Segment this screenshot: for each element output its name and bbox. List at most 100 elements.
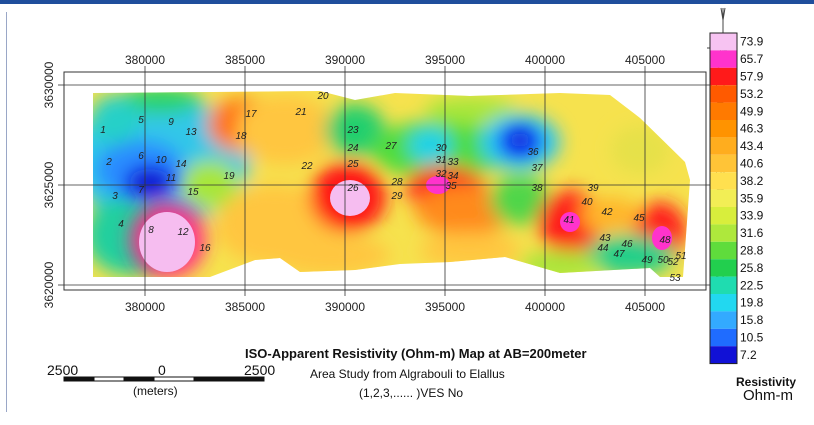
ves-label: 50: [657, 255, 669, 266]
ves-label: 17: [245, 109, 257, 120]
x-axis-bottom-labels: 380000 385000 390000 395000 400000 405000: [125, 300, 665, 314]
ves-label: 34: [447, 171, 459, 182]
ves-label: 33: [447, 157, 459, 168]
legend-value: 57.9: [740, 70, 764, 84]
y-axis-left-labels: 3630000 3625000 3620000: [42, 61, 56, 308]
legend-swatch: [710, 328, 737, 347]
legend-value: 19.8: [740, 296, 764, 310]
ves-label: 11: [166, 173, 176, 184]
x-tick-label-top: 380000: [125, 53, 165, 67]
ves-label: 18: [235, 131, 247, 142]
x-tick-label-bottom: 405000: [625, 300, 665, 314]
legend-swatch: [710, 207, 737, 225]
x-tick-label-bottom: 385000: [225, 300, 265, 314]
x-tick-label-top: 395000: [425, 53, 465, 67]
ves-label: 52: [667, 257, 679, 268]
max-resistivity-core-central: [330, 180, 370, 216]
x-tick-label-top: 390000: [325, 53, 365, 67]
legend-value: 65.7: [740, 52, 764, 66]
ves-label: 24: [346, 143, 359, 154]
ves-label: 46: [621, 239, 633, 250]
ves-label: 19: [223, 171, 235, 182]
x-tick-label-bottom: 400000: [525, 300, 565, 314]
legend-swatch: [710, 85, 737, 103]
y-tick-label-left: 3620000: [42, 261, 56, 308]
ves-label: 53: [669, 273, 681, 284]
ves-label: 36: [527, 147, 539, 158]
legend-value: 7.2: [740, 348, 757, 362]
legend-swatch: [710, 172, 737, 190]
ves-label: 41: [563, 215, 574, 226]
legend-swatch: [710, 241, 737, 260]
legend-value: 28.8: [740, 244, 764, 258]
ves-label: 10: [155, 155, 167, 166]
ves-label: 37: [531, 163, 543, 174]
resistivity-surface: [93, 91, 690, 277]
top-border: [0, 0, 814, 4]
ves-label: 51: [675, 251, 686, 262]
y-tick-label-left: 3625000: [42, 161, 56, 208]
legend-value: 43.4: [740, 139, 764, 153]
legend-value: 10.5: [740, 331, 764, 345]
legend-value: 15.8: [740, 313, 764, 327]
legend-swatch: [710, 294, 737, 312]
ves-label: 20: [316, 91, 329, 102]
ves-label: 40: [581, 197, 593, 208]
legend-swatch: [710, 67, 737, 86]
ves-label: 32: [435, 169, 447, 180]
y-tick-label-left: 3630000: [42, 61, 56, 108]
x-tick-label-top: 400000: [525, 53, 565, 67]
ves-label: 1: [100, 125, 106, 136]
ves-label: 3: [112, 191, 118, 202]
ves-label: 5: [138, 115, 144, 126]
legend-swatch: [710, 137, 737, 155]
color-legend: 73.9 65.7 57.9 53.2 49.9 46.3 43.4 40.6 38.2 35.9…: [709, 32, 764, 365]
legend-swatch: [710, 50, 737, 68]
legend-units: Ohm-m: [743, 387, 793, 404]
ves-label: 16: [199, 243, 211, 254]
ves-label: 49: [641, 255, 653, 266]
x-tick-label-bottom: 380000: [125, 300, 165, 314]
legend-swatch: [710, 311, 737, 329]
legend-value: 35.9: [740, 191, 764, 205]
legend-swatch: [710, 33, 737, 51]
ves-label: 45: [633, 213, 645, 224]
legend-swatch: [710, 154, 737, 173]
map-title: ISO-Apparent Resistivity (Ohm-m) Map at …: [245, 346, 587, 361]
ves-label: 25: [346, 159, 359, 170]
legend-swatch: [710, 276, 737, 294]
ves-note: (1,2,3,...... )VES No: [359, 386, 464, 400]
legend-value: 73.9: [740, 35, 764, 49]
ves-label: 15: [187, 187, 199, 198]
legend-value: 49.9: [740, 104, 764, 118]
ves-point-labels: 1234567891011121314151617181920212223242…: [100, 91, 686, 284]
ves-label: 8: [148, 225, 154, 236]
ves-label: 13: [185, 127, 197, 138]
ves-label: 44: [597, 243, 609, 254]
ves-label: 26: [346, 183, 359, 194]
ves-label: 7: [138, 185, 144, 196]
x-axis-top-labels: 380000 385000 390000 395000 400000 405000: [125, 53, 665, 67]
ves-label: 22: [300, 161, 313, 172]
ves-label: 28: [390, 177, 403, 188]
scale-middle-label: 0: [158, 362, 166, 378]
scale-right-label: 2500: [244, 362, 276, 378]
ves-label: 29: [390, 191, 403, 202]
legend-title: Resistivity: [736, 375, 797, 389]
x-tick-label-top: 385000: [225, 53, 265, 67]
max-resistivity-core-west: [139, 212, 195, 272]
legend-value: 46.3: [740, 122, 764, 136]
legend-value: 31.6: [740, 226, 764, 240]
ves-label: 2: [105, 157, 112, 168]
ves-label: 27: [384, 141, 397, 152]
legend-swatch: [710, 102, 737, 120]
legend-value: 38.2: [740, 174, 764, 188]
ves-label: 14: [175, 159, 187, 170]
legend-value: 40.6: [740, 157, 764, 171]
scale-left-label: 2500: [47, 362, 79, 378]
x-tick-label-bottom: 395000: [425, 300, 465, 314]
ves-label: 9: [168, 117, 174, 128]
ves-label: 21: [294, 107, 306, 118]
